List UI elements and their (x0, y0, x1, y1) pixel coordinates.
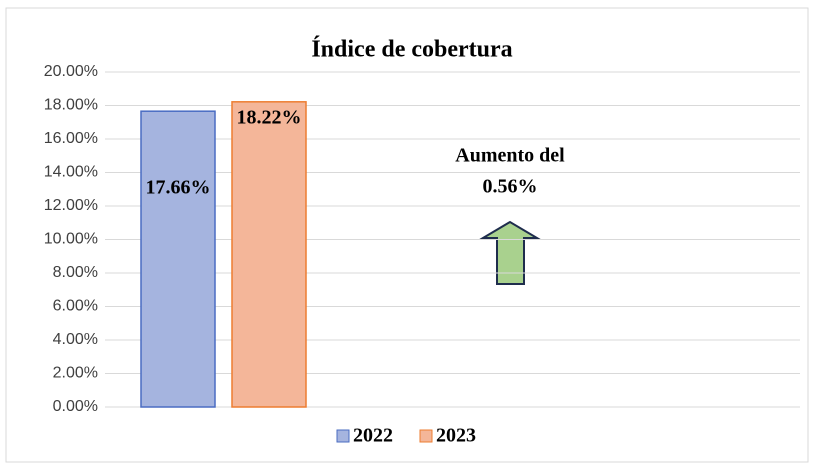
y-tick-label: 16.00% (44, 130, 98, 147)
legend-label: 2022 (353, 425, 393, 447)
chart-border (5, 7, 809, 463)
legend-swatch (336, 429, 350, 443)
y-tick-label: 14.00% (44, 164, 98, 181)
y-tick-label: 10.00% (44, 231, 98, 248)
data-label: 17.66% (146, 177, 211, 199)
data-label: 18.22% (237, 106, 302, 128)
bar (140, 110, 216, 408)
chart-title: Índice de cobertura (311, 37, 512, 63)
y-tick-label: 6.00% (53, 298, 98, 315)
legend-label: 2023 (436, 425, 476, 447)
y-tick-label: 8.00% (53, 264, 98, 281)
y-tick-label: 12.00% (44, 197, 98, 214)
y-tick-label: 4.00% (53, 331, 98, 348)
up-arrow (479, 220, 541, 285)
y-tick-label: 20.00% (44, 63, 98, 80)
legend-swatch (419, 429, 433, 443)
bar (231, 101, 307, 408)
y-tick-label: 0.00% (53, 398, 98, 415)
y-tick-label: 2.00% (53, 365, 98, 382)
annotation: 0.56% (483, 176, 538, 198)
annotation: Aumento del (455, 145, 565, 167)
y-tick-label: 18.00% (44, 97, 98, 114)
